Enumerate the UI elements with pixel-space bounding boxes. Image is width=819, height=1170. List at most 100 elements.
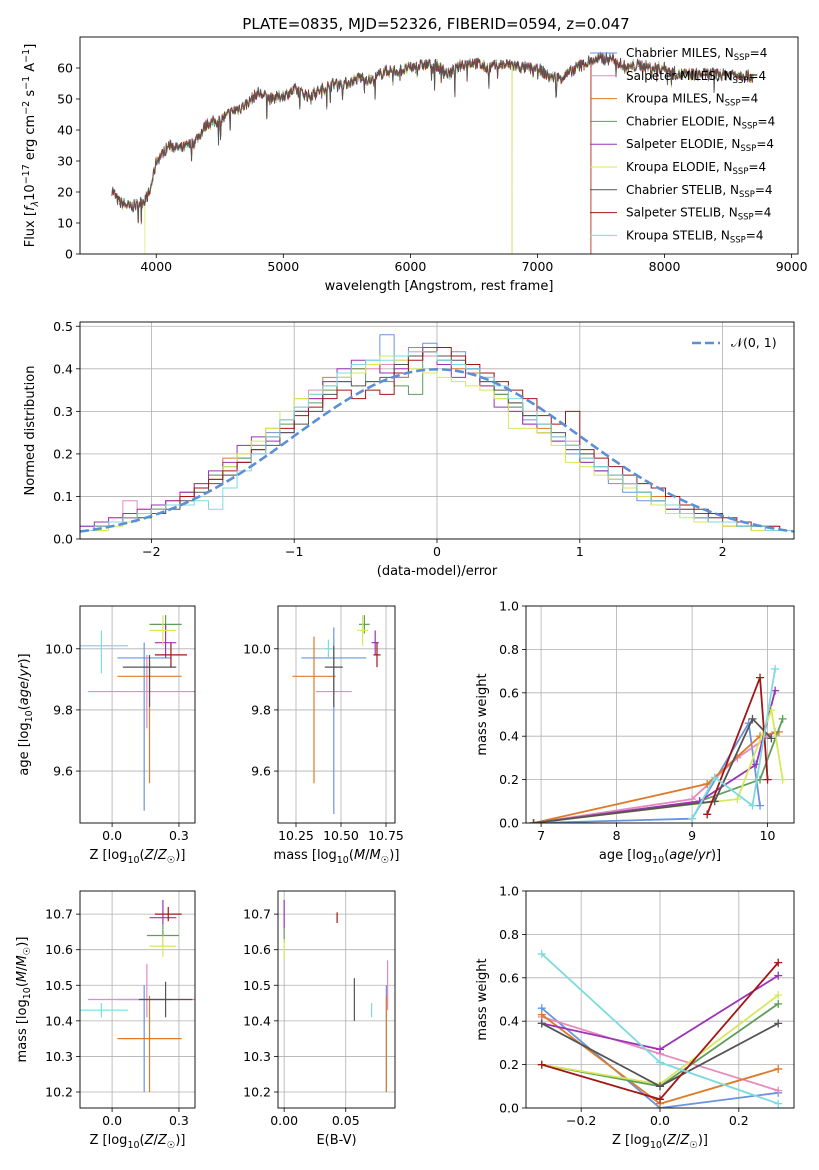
axis-label-part: Z bbox=[157, 1133, 168, 1148]
weight-marker-salpeter-stelib bbox=[763, 775, 772, 784]
x-axis-label: Z [log10(Z/Z☉)] bbox=[89, 1133, 185, 1151]
y-tick-label: 0.8 bbox=[499, 642, 519, 657]
axis-label-part: ☉ bbox=[689, 1140, 698, 1151]
axis-label-part: log bbox=[317, 848, 337, 863]
weight-marker-kroupa-stelib bbox=[748, 801, 757, 810]
axis-label-part: mass weight bbox=[475, 673, 490, 755]
axis-label-part: ☉ bbox=[167, 855, 176, 866]
axis-label-part: Z bbox=[679, 1133, 690, 1148]
legend-sub: SSP bbox=[733, 76, 749, 86]
axis-label-part: log bbox=[632, 848, 652, 863]
y-tick-label: 9.8 bbox=[251, 702, 271, 717]
axis-label-part: )] bbox=[17, 653, 32, 663]
legend-sub: SSP bbox=[734, 53, 750, 63]
axis-label-part: ( bbox=[17, 705, 32, 710]
legend-name: Salpeter ELODIE, N bbox=[626, 137, 740, 151]
x-axis-label: E(B-V) bbox=[316, 1133, 356, 1148]
errorbar-chabrier-stelib bbox=[138, 981, 193, 1018]
histogram-kroupa-stelib bbox=[80, 351, 794, 531]
legend-name: Kroupa MILES, N bbox=[626, 92, 725, 106]
x-axis-label: wavelength [Angstrom, rest frame] bbox=[325, 279, 554, 294]
y-tick-label: 0.0 bbox=[499, 1101, 519, 1116]
y-tick-label: 0.1 bbox=[53, 489, 73, 504]
y-tick-label: 20 bbox=[57, 185, 73, 200]
legend-name: Chabrier ELODIE, N bbox=[626, 114, 742, 128]
weight-marker-kroupa-stelib bbox=[771, 664, 780, 673]
axis-label-part: / bbox=[15, 966, 30, 971]
legend-suffix: =4 bbox=[754, 206, 772, 220]
axis-label-part: 10 bbox=[24, 710, 35, 722]
x-tick-label: 0.0 bbox=[650, 1113, 670, 1128]
axis-label-part: −1 bbox=[21, 76, 32, 90]
axis-label-part: mass [ bbox=[274, 848, 317, 863]
axis-label-part: mass [ bbox=[15, 1019, 30, 1062]
legend-label-kroupa-stelib: Kroupa STELIB, NSSP=4 bbox=[626, 228, 764, 245]
legend-label-salpeter-elodie: Salpeter ELODIE, NSSP=4 bbox=[626, 137, 774, 154]
axis-label-part: / bbox=[154, 1133, 159, 1148]
axis-label-part: ☉ bbox=[167, 1140, 176, 1151]
axis-label-part: )] bbox=[15, 937, 30, 947]
errorbar-salpeter-stelib bbox=[154, 642, 187, 668]
weight-marker-chabrier-stelib bbox=[748, 714, 757, 723]
weight-marker-salpeter-elodie bbox=[774, 971, 783, 980]
axis-label-part: age [ bbox=[17, 742, 32, 775]
axis-label-part: −17 bbox=[21, 164, 32, 184]
y-tick-label: 10.2 bbox=[243, 1084, 271, 1099]
x-tick-label: 10.25 bbox=[278, 828, 314, 843]
axis-label-part: M bbox=[354, 848, 365, 863]
normal-curve bbox=[80, 367, 794, 533]
axis-label-part: Z bbox=[144, 1133, 155, 1148]
y-tick-label: 40 bbox=[57, 123, 73, 138]
y-tick-label: 10.3 bbox=[45, 1049, 73, 1064]
x-tick-label: 0.3 bbox=[169, 828, 189, 843]
weight-marker-kroupa-stelib bbox=[774, 1099, 783, 1108]
errorbar-kroupa-stelib bbox=[324, 639, 332, 658]
errorbar-chabrier-miles bbox=[117, 642, 171, 811]
weight-marker-chabrier-miles bbox=[756, 801, 765, 810]
axis-label-part: ☉ bbox=[22, 947, 33, 956]
y-tick-label: 9.6 bbox=[53, 764, 73, 779]
legend-name: Chabrier STELIB, N bbox=[626, 183, 739, 197]
x-tick-label: 7000 bbox=[522, 259, 554, 274]
x-tick-label: 4000 bbox=[140, 259, 172, 274]
legend-name: Kroupa ELODIE, N bbox=[626, 160, 733, 174]
axis-label-part: f bbox=[23, 204, 38, 211]
axis-label-part: (data-model)/error bbox=[377, 564, 498, 579]
spectrum-panel: 4000 5000 6000 7000 8000 9000 0 10 20 30 40 50 60 wav… bbox=[21, 36, 808, 294]
x-axis-label: Z [log10(Z/Z☉)] bbox=[89, 848, 185, 866]
weight-marker-kroupa-stelib bbox=[710, 773, 719, 782]
x-tick-label: 0.00 bbox=[270, 1113, 298, 1128]
axis-label-part: Normed distribution bbox=[23, 366, 38, 496]
axis-label-part: ( bbox=[140, 848, 145, 863]
x-tick-label: 8000 bbox=[649, 259, 681, 274]
axis-label-part: 10 bbox=[652, 855, 664, 866]
legend-name: Salpeter MILES, N bbox=[626, 69, 733, 83]
x-tick-label: 0.0 bbox=[102, 1113, 122, 1128]
axis-label-part: log bbox=[17, 722, 32, 742]
y-tick-label: 9.6 bbox=[251, 764, 271, 779]
figure-title: PLATE=0835, MJD=52326, FIBERID=0594, z=0… bbox=[242, 15, 629, 33]
axis-label-part: Z [ bbox=[89, 1133, 107, 1148]
x-tick-label: 8 bbox=[613, 828, 621, 843]
legend-sub: SSP bbox=[742, 121, 758, 131]
weight-marker-kroupa-stelib bbox=[537, 949, 546, 958]
axis-label-part: ( bbox=[662, 1133, 667, 1148]
errorbar-kroupa-elodie bbox=[149, 615, 177, 646]
legend-label-chabrier-stelib: Chabrier STELIB, NSSP=4 bbox=[626, 183, 773, 200]
y-tick-label: 10.5 bbox=[45, 978, 73, 993]
weight-marker-kroupa-stelib bbox=[688, 814, 697, 823]
legend-sub: SSP bbox=[725, 99, 741, 109]
spectrum-line-chabrier-stelib bbox=[111, 51, 754, 222]
legend-label-chabrier-miles: Chabrier MILES, NSSP=4 bbox=[626, 46, 767, 63]
errorbar-salpeter-elodie bbox=[149, 899, 177, 925]
legend-suffix: =4 bbox=[741, 92, 759, 106]
y-tick-label: 0.4 bbox=[499, 729, 519, 744]
legend-sub: SSP bbox=[730, 235, 746, 245]
legend-sub: SSP bbox=[738, 213, 754, 223]
x-tick-label: 0.0 bbox=[102, 828, 122, 843]
y-tick-label: 10.4 bbox=[243, 1013, 271, 1028]
weight-marker-salpeter-stelib bbox=[703, 810, 712, 819]
axis-label-part: age bbox=[669, 848, 693, 863]
